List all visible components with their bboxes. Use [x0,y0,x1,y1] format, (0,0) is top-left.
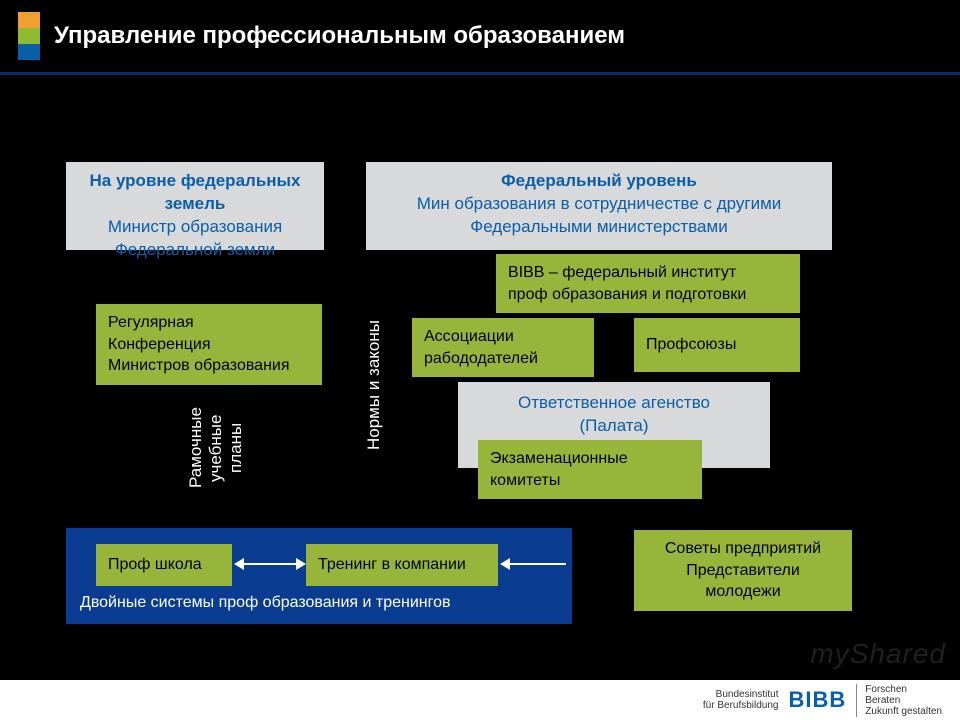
arrow-head-right-icon [296,558,306,570]
laender-heading: На уровне федеральных земель [78,170,312,216]
arrow-school-company [244,563,298,565]
box-vocational-school: Проф школа [96,544,232,586]
dual-caption: Двойные системы проф образования и трени… [80,592,451,614]
conf-line2: Конференция [108,334,310,356]
arrow-into-company-head-icon [500,558,510,570]
header-divider [0,72,960,75]
laender-line2: Федеральной земли [78,239,312,262]
vlabel-laws: Нормы и законы [364,300,384,470]
footer-r1c: Zukunft gestalten [865,706,942,717]
laws-text: Нормы и законы [364,320,383,450]
box-trade-unions: Профсоюзы [634,318,800,372]
box-company-training: Тренинг в компании [306,544,498,586]
box-exam-committees: Экзаменационные комитеты [478,440,702,499]
vlabel-curricula: Рамочные учебные планы [186,388,246,508]
box-bibb-institute: BIBB – федеральный институт проф образов… [496,254,800,313]
footer-r1a: Forschen [865,684,942,695]
footer-bar: Bundesinstitut für Berufsbildung BIBB Fo… [0,680,960,720]
bibb-line1: BIBB – федеральный институт [508,262,788,284]
unions-text: Профсоюзы [646,336,736,353]
footer-l1b: für Berufsbildung [703,700,779,711]
watermark-text: myShared [810,638,946,670]
logo-icon [18,12,40,60]
slide-header: Управление профессиональным образованием [0,0,960,72]
box-ministers-conference: Регулярная Конференция Министров образов… [96,304,322,385]
federal-line1: Мин образования в сотрудничестве с други… [378,193,820,216]
box-works-councils: Советы предприятий Представители молодеж… [634,530,852,611]
company-text: Тренинг в компании [318,556,466,573]
footer-brand: BIBB [789,688,847,712]
curr-l3: планы [226,423,245,473]
exam-line1: Экзаменационные [490,448,690,470]
conf-line3: Министров образования [108,355,310,377]
council-line1: Советы предприятий [646,538,840,560]
arrow-head-left-icon [234,558,244,570]
footer-right: Forschen Beraten Zukunft gestalten [856,684,942,717]
arrow-into-company [510,563,566,565]
exam-line2: комитеты [490,470,690,492]
chamber-line1: Ответственное агенство [470,392,758,415]
curr-l1: Рамочные [186,408,205,489]
box-laender-level: На уровне федеральных земель Министр обр… [66,162,324,250]
footer-l1a: Bundesinstitut [703,689,779,700]
federal-line2: Федеральными министерствами [378,216,820,239]
school-text: Проф школа [108,556,202,573]
council-line2: Представители [646,560,840,582]
slide-title: Управление профессиональным образованием [54,22,625,50]
emp-line2: рабододателей [424,348,582,370]
box-federal-level: Федеральный уровень Мин образования в со… [366,162,832,250]
emp-line1: Ассоциации [424,326,582,348]
curr-l2: учебные [206,414,225,481]
bibb-line2: проф образования и подготовки [508,284,788,306]
laender-line1: Министр образования [78,216,312,239]
footer-r1b: Beraten [865,695,942,706]
conf-line1: Регулярная [108,312,310,334]
footer-left: Bundesinstitut für Berufsbildung [703,689,779,711]
chamber-line2: (Палата) [470,415,758,438]
box-employer-associations: Ассоциации рабододателей [412,318,594,377]
federal-heading: Федеральный уровень [378,170,820,193]
council-line3: молодежи [646,581,840,603]
